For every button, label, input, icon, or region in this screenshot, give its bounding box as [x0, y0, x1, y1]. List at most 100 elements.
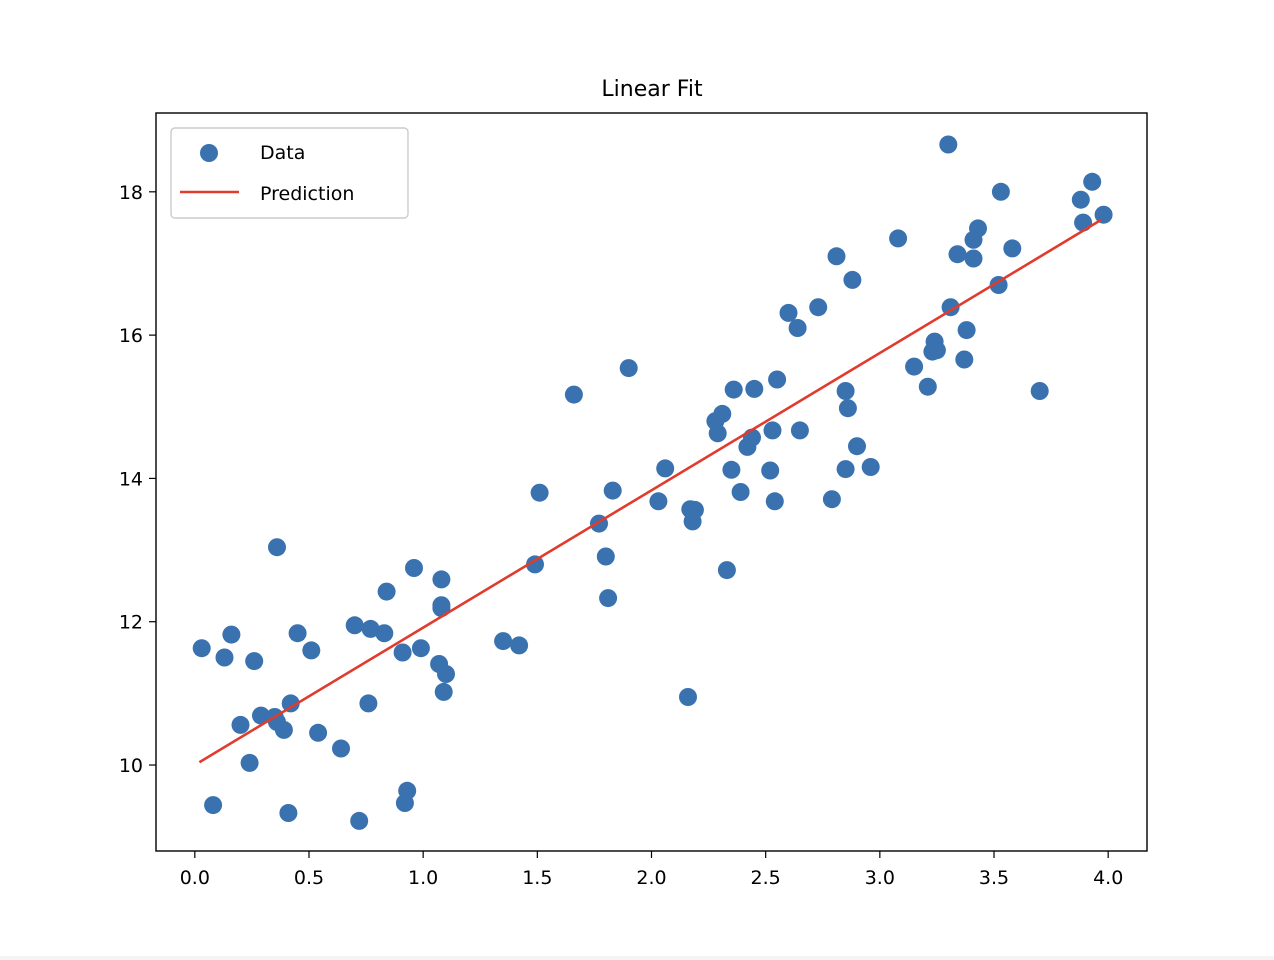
data-point-62 — [763, 421, 782, 440]
data-point-23 — [377, 582, 396, 601]
data-point-93 — [1003, 239, 1022, 258]
data-point-88 — [964, 249, 983, 268]
data-point-61 — [761, 461, 780, 480]
data-point-65 — [779, 303, 798, 322]
y-tick-label-4: 18 — [119, 182, 143, 204]
data-point-15 — [302, 641, 321, 660]
x-tick-label-1: 0.5 — [294, 867, 324, 889]
x-tick-label-7: 3.5 — [979, 867, 1009, 889]
data-point-68 — [809, 298, 828, 317]
data-point-42 — [599, 589, 618, 608]
data-point-3 — [222, 625, 241, 644]
data-point-34 — [437, 665, 455, 683]
data-point-75 — [848, 437, 866, 456]
data-point-43 — [603, 481, 622, 500]
data-point-18 — [345, 616, 364, 635]
data-point-67 — [790, 421, 809, 440]
legend-data-marker — [200, 144, 218, 162]
data-point-83 — [939, 135, 958, 154]
data-point-22 — [375, 624, 394, 643]
x-tick-label-8: 4.0 — [1093, 867, 1123, 889]
data-point-38 — [530, 483, 549, 502]
data-point-85 — [948, 245, 967, 264]
data-point-92 — [991, 182, 1010, 201]
data-point-27 — [405, 559, 423, 577]
data-point-95 — [1071, 190, 1090, 209]
data-point-4 — [231, 715, 250, 734]
data-point-50 — [685, 500, 704, 519]
data-point-91 — [989, 276, 1008, 294]
data-point-69 — [822, 490, 841, 509]
data-point-78 — [905, 357, 924, 376]
legend-box — [170, 127, 409, 219]
data-point-26 — [398, 781, 417, 800]
data-point-35 — [494, 632, 513, 651]
data-point-74 — [843, 270, 862, 289]
data-point-52 — [708, 424, 727, 443]
data-point-45 — [649, 492, 668, 511]
x-tick-label-6: 3.0 — [865, 867, 895, 889]
y-tick-label-1: 12 — [119, 612, 143, 634]
data-point-0 — [192, 639, 211, 658]
data-point-12 — [279, 804, 298, 822]
data-point-66 — [788, 319, 807, 337]
y-tick-label-2: 14 — [119, 468, 143, 490]
legend-label-data: Data — [260, 142, 305, 164]
data-point-21 — [361, 619, 380, 638]
data-point-11 — [274, 720, 293, 739]
data-point-6 — [245, 652, 264, 671]
legend-label-prediction: Prediction — [260, 183, 354, 205]
x-tick-label-4: 2.0 — [636, 867, 666, 889]
data-point-97 — [1083, 172, 1102, 191]
data-point-2 — [215, 648, 234, 667]
data-point-57 — [731, 483, 750, 501]
y-axis: 10 12 14 16 18 — [119, 182, 156, 777]
data-point-54 — [717, 561, 736, 580]
data-point-53 — [713, 404, 732, 423]
data-point-33 — [434, 682, 453, 701]
data-point-70 — [827, 247, 846, 266]
prediction-line — [198, 218, 1102, 764]
data-point-39 — [564, 385, 583, 404]
x-tick-label-0: 0.0 — [180, 867, 210, 889]
data-point-71 — [836, 460, 855, 479]
data-point-46 — [656, 459, 675, 478]
bottom-strip — [0, 956, 1274, 960]
data-point-1 — [204, 796, 223, 815]
data-point-24 — [393, 643, 412, 662]
data-point-20 — [359, 694, 378, 713]
data-point-36 — [510, 636, 529, 655]
data-point-7 — [252, 706, 270, 725]
y-tick-label-0: 10 — [119, 755, 143, 777]
data-point-82 — [927, 341, 946, 360]
data-point-14 — [288, 624, 307, 643]
data-point-41 — [596, 547, 615, 566]
data-point-47 — [679, 688, 697, 706]
x-tick-label-2: 1.0 — [408, 867, 438, 889]
data-point-56 — [724, 380, 743, 399]
x-tick-label-5: 2.5 — [751, 867, 781, 889]
data-point-79 — [918, 377, 937, 396]
data-point-86 — [955, 350, 974, 369]
data-point-98 — [1094, 205, 1113, 224]
data-point-32 — [432, 599, 451, 618]
data-point-64 — [768, 370, 787, 389]
data-point-76 — [861, 458, 880, 476]
legend: Data Prediction — [170, 127, 409, 219]
data-point-5 — [240, 753, 259, 772]
data-point-37 — [526, 555, 544, 574]
data-point-30 — [432, 570, 451, 589]
data-point-63 — [765, 492, 784, 511]
data-point-87 — [957, 321, 976, 340]
data-point-60 — [745, 379, 764, 398]
data-point-16 — [309, 723, 328, 742]
data-point-19 — [350, 811, 369, 830]
data-point-77 — [889, 229, 908, 248]
data-point-55 — [722, 460, 741, 479]
data-point-94 — [1030, 382, 1049, 400]
data-point-72 — [836, 382, 855, 400]
plot-marks — [192, 135, 1113, 830]
data-point-13 — [281, 694, 300, 713]
data-point-73 — [838, 399, 857, 418]
